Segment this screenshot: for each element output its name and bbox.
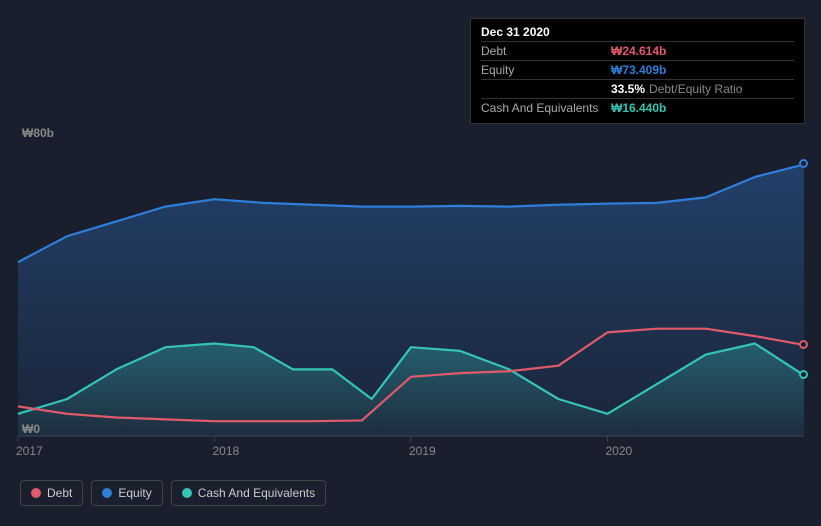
x-tick-label: 2019 — [409, 444, 436, 458]
legend-item-equity[interactable]: Equity — [91, 480, 162, 506]
legend-label: Debt — [47, 486, 72, 500]
legend-label: Cash And Equivalents — [198, 486, 315, 500]
legend-dot-icon — [182, 488, 192, 498]
x-tick-label: 2017 — [16, 444, 43, 458]
end-marker-debt — [799, 340, 808, 349]
legend-label: Equity — [118, 486, 151, 500]
legend-item-cash[interactable]: Cash And Equivalents — [171, 480, 326, 506]
x-tick-label: 2020 — [606, 444, 633, 458]
chart-legend: Debt Equity Cash And Equivalents — [20, 480, 326, 506]
legend-dot-icon — [102, 488, 112, 498]
legend-dot-icon — [31, 488, 41, 498]
x-tick-label: 2018 — [213, 444, 240, 458]
y-tick-label: ₩0 — [22, 422, 40, 436]
legend-item-debt[interactable]: Debt — [20, 480, 83, 506]
y-tick-label: ₩80b — [22, 126, 54, 140]
